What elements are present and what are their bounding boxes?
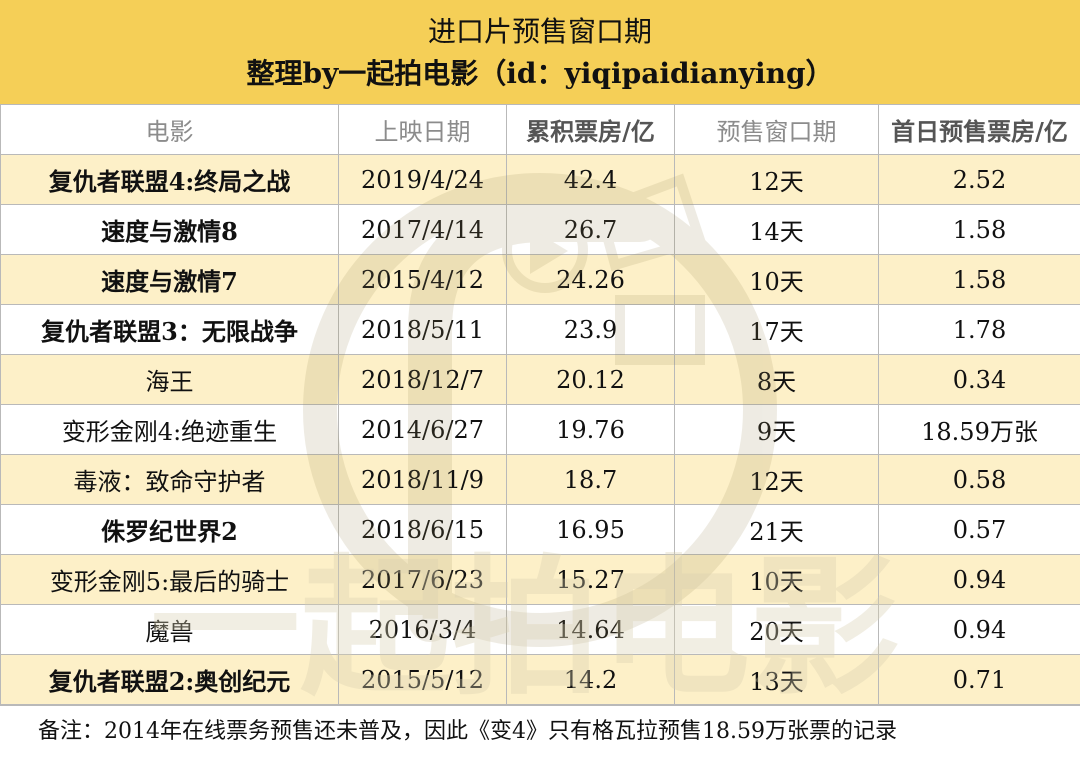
presale-window: 17天 xyxy=(674,304,879,355)
first-day-presale: 1.58 xyxy=(878,204,1080,255)
first-day-presale: 2.52 xyxy=(878,154,1080,205)
first-day-presale: 0.34 xyxy=(878,354,1080,405)
table-row: 侏罗纪世界2 2018/6/15 16.95 21天 0.57 xyxy=(0,504,1080,555)
presale-window: 10天 xyxy=(674,554,879,605)
presale-table: 电影 上映日期 累积票房/亿 预售窗口期 首日预售票房/亿 复仇者联盟4:终局之… xyxy=(0,104,1080,705)
first-day-presale: 18.59万张 xyxy=(878,404,1080,455)
column-header-presale-window: 预售窗口期 xyxy=(674,104,879,155)
presale-window: 12天 xyxy=(674,454,879,505)
film-name: 复仇者联盟4:终局之战 xyxy=(0,154,339,205)
presale-window: 20天 xyxy=(674,604,879,655)
first-day-presale: 0.94 xyxy=(878,604,1080,655)
table-row: 复仇者联盟3：无限战争 2018/5/11 23.9 17天 1.78 xyxy=(0,304,1080,355)
first-day-presale: 1.78 xyxy=(878,304,1080,355)
release-date: 2018/6/15 xyxy=(338,504,507,555)
table-row: 变形金刚5:最后的骑士 2017/6/23 15.27 10天 0.94 xyxy=(0,554,1080,605)
table-row: 毒液：致命守护者 2018/11/9 18.7 12天 0.58 xyxy=(0,454,1080,505)
cumulative-box-office: 16.95 xyxy=(506,504,675,555)
presale-window: 8天 xyxy=(674,354,879,405)
film-name: 复仇者联盟2:奥创纪元 xyxy=(0,654,339,705)
release-date: 2017/4/14 xyxy=(338,204,507,255)
first-day-presale: 0.57 xyxy=(878,504,1080,555)
cumulative-box-office: 15.27 xyxy=(506,554,675,605)
release-date: 2014/6/27 xyxy=(338,404,507,455)
cumulative-box-office: 18.7 xyxy=(506,454,675,505)
footnote: 备注：2014年在线票务预售还未普及，因此《变4》只有格瓦拉预售18.59万张票… xyxy=(0,705,1080,760)
release-date: 2015/4/12 xyxy=(338,254,507,305)
presale-window: 12天 xyxy=(674,154,879,205)
film-name: 速度与激情8 xyxy=(0,204,339,255)
page-title: 进口片预售窗口期 xyxy=(427,15,652,48)
presale-window: 21天 xyxy=(674,504,879,555)
film-name: 魔兽 xyxy=(0,604,339,655)
film-name: 海王 xyxy=(0,354,339,405)
table-row: 复仇者联盟4:终局之战 2019/4/24 42.4 12天 2.52 xyxy=(0,154,1080,205)
presale-window: 9天 xyxy=(674,404,879,455)
release-date: 2018/12/7 xyxy=(338,354,507,405)
cumulative-box-office: 42.4 xyxy=(506,154,675,205)
table-row: 复仇者联盟2:奥创纪元 2015/5/12 14.2 13天 0.71 xyxy=(0,654,1080,705)
release-date: 2016/3/4 xyxy=(338,604,507,655)
table-row: 速度与激情7 2015/4/12 24.26 10天 1.58 xyxy=(0,254,1080,305)
cumulative-box-office: 20.12 xyxy=(506,354,675,405)
table-row: 海王 2018/12/7 20.12 8天 0.34 xyxy=(0,354,1080,405)
cumulative-box-office: 19.76 xyxy=(506,404,675,455)
release-date: 2019/4/24 xyxy=(338,154,507,205)
column-header-first-day-presale: 首日预售票房/亿 xyxy=(878,104,1080,155)
cumulative-box-office: 24.26 xyxy=(506,254,675,305)
film-name: 侏罗纪世界2 xyxy=(0,504,339,555)
table-header: 进口片预售窗口期 整理by一起拍电影（id：yiqipaidianying） xyxy=(0,0,1080,105)
column-header-row: 电影 上映日期 累积票房/亿 预售窗口期 首日预售票房/亿 xyxy=(0,104,1080,155)
presale-window: 10天 xyxy=(674,254,879,305)
table-row: 魔兽 2016/3/4 14.64 20天 0.94 xyxy=(0,604,1080,655)
page-subtitle: 整理by一起拍电影（id：yiqipaidianying） xyxy=(246,57,834,90)
column-header-cumulative-box-office: 累积票房/亿 xyxy=(506,104,675,155)
release-date: 2017/6/23 xyxy=(338,554,507,605)
release-date: 2018/5/11 xyxy=(338,304,507,355)
cumulative-box-office: 14.64 xyxy=(506,604,675,655)
release-date: 2015/5/12 xyxy=(338,654,507,705)
first-day-presale: 1.58 xyxy=(878,254,1080,305)
cumulative-box-office: 14.2 xyxy=(506,654,675,705)
film-name: 变形金刚4:绝迹重生 xyxy=(0,404,339,455)
presale-window: 13天 xyxy=(674,654,879,705)
cumulative-box-office: 23.9 xyxy=(506,304,675,355)
film-name: 变形金刚5:最后的骑士 xyxy=(0,554,339,605)
presale-window: 14天 xyxy=(674,204,879,255)
film-name: 复仇者联盟3：无限战争 xyxy=(0,304,339,355)
column-header-film: 电影 xyxy=(0,104,339,155)
table-row: 速度与激情8 2017/4/14 26.7 14天 1.58 xyxy=(0,204,1080,255)
first-day-presale: 0.71 xyxy=(878,654,1080,705)
release-date: 2018/11/9 xyxy=(338,454,507,505)
film-name: 速度与激情7 xyxy=(0,254,339,305)
film-name: 毒液：致命守护者 xyxy=(0,454,339,505)
first-day-presale: 0.94 xyxy=(878,554,1080,605)
column-header-release-date: 上映日期 xyxy=(338,104,507,155)
first-day-presale: 0.58 xyxy=(878,454,1080,505)
table-row: 变形金刚4:绝迹重生 2014/6/27 19.76 9天 18.59万张 xyxy=(0,404,1080,455)
cumulative-box-office: 26.7 xyxy=(506,204,675,255)
